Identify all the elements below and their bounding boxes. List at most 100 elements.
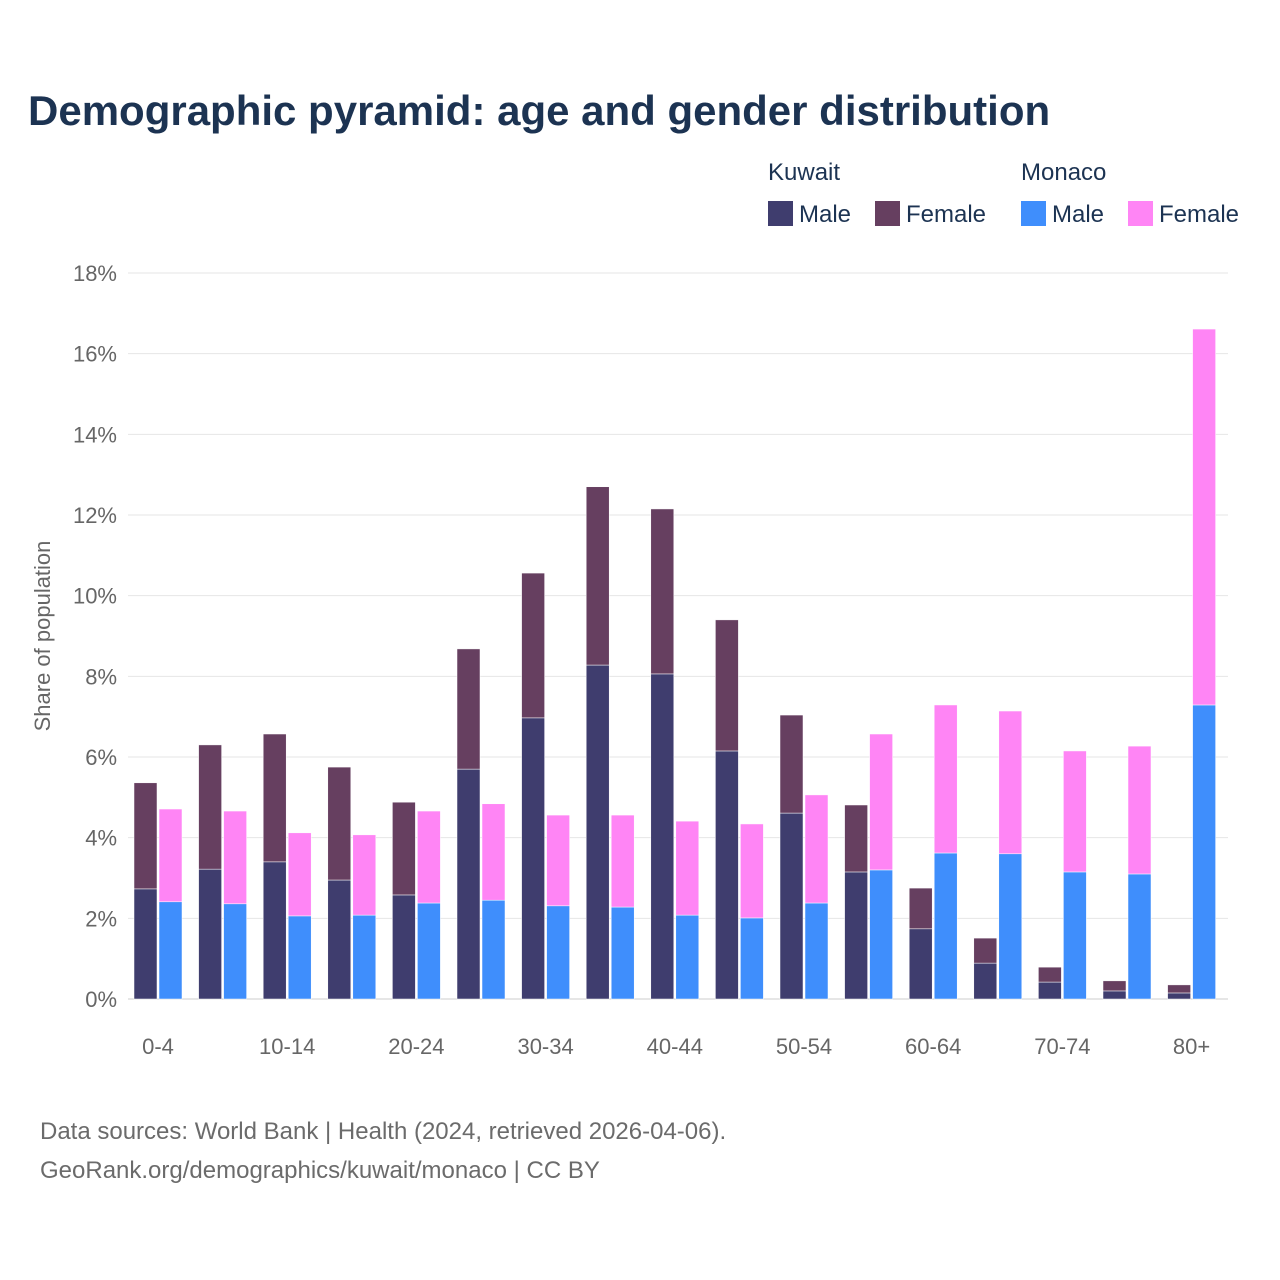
y-tick-label: 16% bbox=[73, 342, 117, 367]
x-tick-label: 80+ bbox=[1173, 1034, 1210, 1059]
legend-label: Female bbox=[906, 201, 986, 228]
bar-kuwait-female-35-39 bbox=[585, 486, 610, 666]
bar-monaco-male-45-49 bbox=[740, 917, 764, 1000]
x-tick-label: 50-54 bbox=[776, 1034, 832, 1059]
bar-monaco-male-75-79 bbox=[1127, 873, 1152, 1000]
y-tick-label: 6% bbox=[85, 745, 117, 770]
bar-kuwait-male-30-34 bbox=[521, 717, 545, 1000]
bar-kuwait-female-50-54 bbox=[779, 714, 804, 814]
y-tick-label: 10% bbox=[73, 584, 117, 609]
bar-monaco-male-80+ bbox=[1192, 704, 1216, 1000]
bar-kuwait-female-25-29 bbox=[456, 648, 481, 770]
bar-monaco-male-25-29 bbox=[481, 899, 506, 1000]
source-line-1: Data sources: World Bank | Health (2024,… bbox=[40, 1118, 726, 1145]
y-tick-label: 8% bbox=[85, 664, 117, 689]
legend-label: Female bbox=[1159, 201, 1239, 228]
bar-kuwait-female-30-34 bbox=[521, 572, 545, 719]
x-tick-label: 20-24 bbox=[388, 1034, 444, 1059]
bar-monaco-male-0-4 bbox=[158, 901, 183, 1000]
bar-monaco-female-50-54 bbox=[804, 794, 829, 904]
legend-swatch bbox=[875, 201, 900, 226]
bar-kuwait-male-45-49 bbox=[715, 750, 739, 1000]
bar-kuwait-male-35-39 bbox=[585, 664, 610, 1000]
bar-kuwait-female-60-64 bbox=[908, 887, 933, 930]
bar-monaco-male-5-9 bbox=[223, 903, 247, 1000]
bar-kuwait-male-15-19 bbox=[327, 879, 352, 1000]
bar-monaco-male-20-24 bbox=[417, 902, 441, 1000]
bar-kuwait-male-80+ bbox=[1167, 992, 1191, 1000]
bar-monaco-female-35-39 bbox=[610, 814, 635, 908]
bar-kuwait-male-70-74 bbox=[1038, 981, 1062, 1000]
bar-monaco-female-80+ bbox=[1192, 328, 1216, 706]
bar-kuwait-female-70-74 bbox=[1038, 966, 1062, 983]
legend: Kuwait Male Female Monaco Male Female bbox=[768, 159, 1239, 228]
bar-monaco-female-20-24 bbox=[417, 810, 441, 904]
source-line-2[interactable]: GeoRank.org/demographics/kuwait/monaco |… bbox=[40, 1157, 600, 1184]
y-tick-label: 2% bbox=[85, 906, 117, 931]
bar-monaco-female-15-19 bbox=[352, 834, 377, 916]
bar-monaco-female-5-9 bbox=[223, 810, 247, 905]
bar-kuwait-female-20-24 bbox=[392, 801, 416, 896]
bar-monaco-male-50-54 bbox=[804, 902, 829, 1000]
bar-monaco-male-30-34 bbox=[546, 905, 570, 1000]
bar-monaco-male-15-19 bbox=[352, 914, 377, 1000]
bar-monaco-male-55-59 bbox=[869, 869, 893, 1000]
bar-kuwait-male-20-24 bbox=[392, 894, 416, 1000]
legend-label: Male bbox=[1052, 201, 1104, 228]
bar-monaco-female-65-69 bbox=[998, 710, 1023, 855]
bar-kuwait-female-55-59 bbox=[844, 804, 868, 873]
legend-group-title: Kuwait bbox=[768, 159, 840, 186]
x-tick-label: 0-4 bbox=[142, 1034, 174, 1059]
bar-kuwait-female-10-14 bbox=[262, 733, 287, 863]
bar-monaco-male-65-69 bbox=[998, 853, 1023, 1000]
bar-kuwait-male-0-4 bbox=[133, 888, 158, 1000]
bar-kuwait-male-60-64 bbox=[908, 928, 933, 1000]
bar-kuwait-male-25-29 bbox=[456, 768, 481, 1000]
bar-kuwait-male-5-9 bbox=[198, 868, 222, 1000]
bar-monaco-female-70-74 bbox=[1063, 750, 1087, 873]
y-tick-label: 12% bbox=[73, 503, 117, 528]
bar-monaco-female-55-59 bbox=[869, 733, 893, 871]
bar-kuwait-male-75-79 bbox=[1102, 990, 1127, 1000]
y-tick-label: 4% bbox=[85, 826, 117, 851]
bar-monaco-female-0-4 bbox=[158, 808, 183, 903]
legend-swatch bbox=[1021, 201, 1046, 226]
legend-label: Male bbox=[799, 201, 851, 228]
bar-kuwait-male-65-69 bbox=[973, 962, 998, 1000]
x-tick-label: 70-74 bbox=[1034, 1034, 1090, 1059]
bar-monaco-male-70-74 bbox=[1063, 871, 1087, 1000]
x-axis-ticks: 0-4 10-14 20-24 30-34 40-44 50-54 60-64 70-74 80… bbox=[142, 1034, 1210, 1059]
y-tick-label: 0% bbox=[85, 987, 117, 1012]
bar-kuwait-female-15-19 bbox=[327, 766, 352, 881]
bar-kuwait-female-75-79 bbox=[1102, 980, 1127, 992]
x-tick-label: 10-14 bbox=[259, 1034, 315, 1059]
bar-monaco-female-30-34 bbox=[546, 814, 570, 907]
bar-monaco-female-10-14 bbox=[287, 832, 312, 917]
bar-monaco-female-40-44 bbox=[675, 820, 700, 916]
bar-kuwait-female-45-49 bbox=[715, 619, 739, 752]
bar-monaco-male-60-64 bbox=[933, 852, 958, 1000]
bar-kuwait-female-5-9 bbox=[198, 744, 222, 870]
bar-monaco-male-10-14 bbox=[287, 915, 312, 1000]
bar-monaco-female-25-29 bbox=[481, 803, 506, 901]
bar-kuwait-male-55-59 bbox=[844, 871, 868, 1000]
bar-monaco-female-45-49 bbox=[740, 823, 764, 919]
bar-kuwait-female-80+ bbox=[1167, 984, 1191, 994]
gridlines: 0% 2% 4% 6% 8% 10% 12% 14% 16% 18% bbox=[73, 261, 1228, 1012]
bar-kuwait-male-50-54 bbox=[779, 812, 804, 1000]
legend-swatch bbox=[768, 201, 793, 226]
bar-kuwait-female-65-69 bbox=[973, 937, 998, 964]
legend-swatch bbox=[1128, 201, 1153, 226]
y-axis-label: Share of population bbox=[30, 541, 55, 732]
bar-kuwait-male-40-44 bbox=[650, 673, 675, 1000]
bar-kuwait-male-10-14 bbox=[262, 861, 287, 1000]
bar-kuwait-female-0-4 bbox=[133, 782, 158, 890]
y-tick-label: 18% bbox=[73, 261, 117, 286]
bars bbox=[133, 328, 1216, 1000]
x-tick-label: 40-44 bbox=[647, 1034, 703, 1059]
legend-group-title: Monaco bbox=[1021, 159, 1106, 186]
bar-monaco-female-60-64 bbox=[933, 704, 958, 854]
bar-monaco-male-35-39 bbox=[610, 906, 635, 1000]
